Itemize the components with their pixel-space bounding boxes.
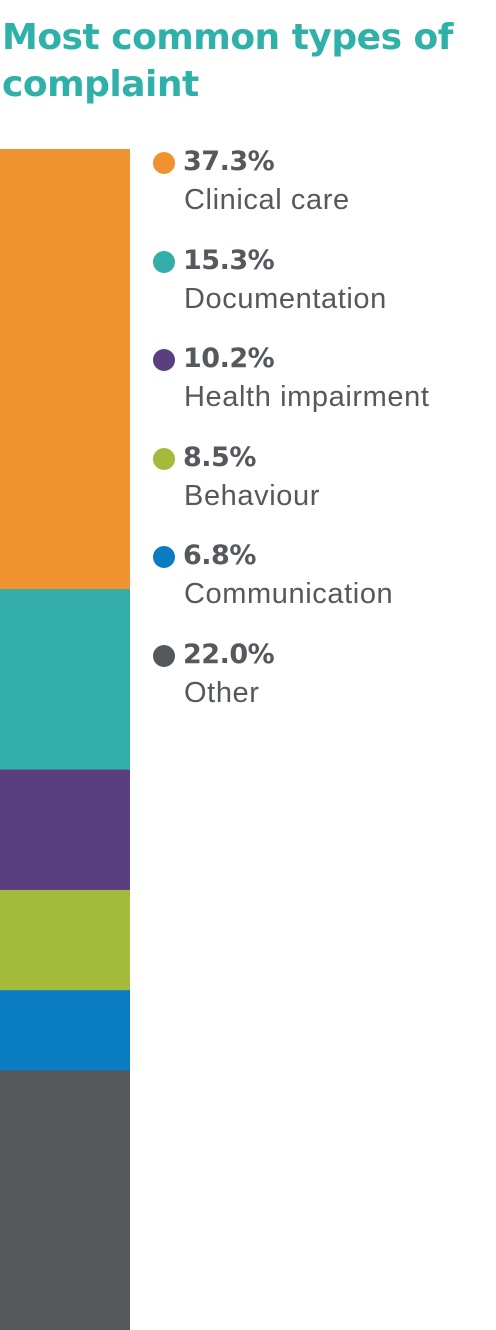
legend-value: 6.8% bbox=[183, 540, 256, 571]
legend-label: Other bbox=[184, 676, 260, 709]
legend-dot-icon bbox=[153, 644, 175, 667]
legend-dot-icon bbox=[153, 349, 175, 371]
bar-segment-health-impairment bbox=[0, 769, 130, 891]
legend-value: 37.3% bbox=[183, 146, 275, 177]
stacked-bar bbox=[0, 149, 130, 1330]
bar-segment-behaviour bbox=[0, 889, 130, 991]
legend-item-clinical-care: 37.3% Clinical care bbox=[153, 144, 493, 243]
legend-item-other: 22.0% Other bbox=[153, 637, 493, 736]
bar-segment-other bbox=[0, 1070, 130, 1330]
legend-label: Health impairment bbox=[184, 381, 430, 413]
legend-label: Communication bbox=[184, 578, 394, 610]
legend-item-documentation: 15.3% Documentation bbox=[153, 243, 493, 342]
bar-segment-communication bbox=[0, 990, 130, 1071]
legend-value: 10.2% bbox=[183, 343, 275, 374]
legend-label: Clinical care bbox=[184, 184, 350, 216]
chart-title: Most common types of complaint bbox=[2, 17, 453, 105]
legend-value: 15.3% bbox=[183, 244, 275, 276]
legend-dot-icon bbox=[153, 250, 175, 273]
bar-segment-documentation bbox=[0, 589, 130, 771]
legend-dot-icon bbox=[153, 447, 175, 470]
legend-dot-icon bbox=[153, 546, 175, 568]
legend-item-health-impairment: 10.2% Health impairment bbox=[153, 341, 493, 440]
legend-item-communication: 6.8% Communication bbox=[153, 538, 493, 637]
legend-label: Documentation bbox=[184, 282, 387, 315]
legend-label: Behaviour bbox=[184, 479, 320, 512]
legend-value: 8.5% bbox=[183, 441, 256, 473]
legend-dot-icon bbox=[153, 152, 175, 174]
legend: 37.3% Clinical care 15.3% Documentation 10.2… bbox=[153, 144, 493, 735]
legend-value: 22.0% bbox=[183, 638, 275, 670]
bar-segment-clinical-care bbox=[0, 149, 130, 590]
stacked-bar-svg bbox=[0, 149, 130, 1330]
legend-item-behaviour: 8.5% Behaviour bbox=[153, 440, 493, 539]
